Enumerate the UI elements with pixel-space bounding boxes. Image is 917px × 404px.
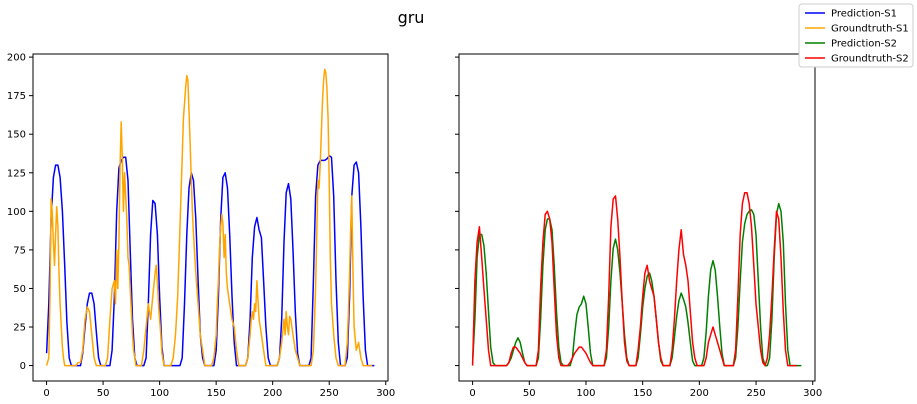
x-tick-label: 200 [690, 388, 709, 399]
x-tick-label: 150 [633, 388, 652, 399]
subplot-right-frame [458, 53, 816, 382]
figure-title: gru [398, 8, 425, 27]
x-tick-label: 300 [376, 388, 395, 399]
y-tick-label: 150 [7, 130, 26, 141]
legend-label-groundtruth-s2: Groundtruth-S2 [831, 54, 909, 65]
x-tick-label: 0 [469, 388, 475, 399]
y-tick-label: 200 [7, 53, 26, 64]
legend-box [798, 3, 914, 68]
y-tick-label: 75 [13, 245, 26, 256]
subplot-left-yaxis: 0 25 50 75 100 125 150 175 200 [7, 53, 33, 372]
y-tick-label: 175 [7, 91, 26, 102]
x-tick-label: 300 [803, 388, 822, 399]
subplot-right-xaxis: 0 50 100 150 200 250 300 [469, 381, 822, 399]
legend-label-prediction-s2: Prediction-S2 [831, 39, 897, 50]
x-tick-label: 0 [43, 388, 49, 399]
subplot-right-lines [471, 192, 802, 367]
series-line-groundtruth-s1 [45, 68, 373, 367]
x-tick-label: 50 [97, 388, 110, 399]
subplot-left: 0 50 100 150 200 250 300 0 25 50 75 100 125 150 175 20… [7, 53, 395, 399]
series-line-groundtruth-s2 [471, 192, 797, 367]
subplot-left-frame [32, 53, 389, 382]
subplot-left-lines [45, 68, 375, 367]
y-tick-label: 0 [20, 361, 26, 372]
subplot-right-yaxis [455, 56, 459, 367]
x-tick-label: 50 [523, 388, 536, 399]
legend: Prediction-S1 Groundtruth-S1 Prediction-S2… [798, 3, 914, 68]
y-tick-label: 25 [13, 323, 26, 334]
legend-label-groundtruth-s1: Groundtruth-S1 [831, 24, 909, 35]
x-tick-label: 250 [746, 388, 765, 399]
x-tick-label: 250 [320, 388, 339, 399]
legend-label-prediction-s1: Prediction-S1 [831, 9, 897, 20]
series-line-prediction-s1 [45, 155, 375, 367]
subplot-right: 0 50 100 150 200 250 300 [455, 53, 822, 399]
y-tick-label: 100 [7, 207, 26, 218]
y-tick-label: 50 [13, 284, 26, 295]
x-tick-label: 200 [263, 388, 282, 399]
x-tick-label: 100 [150, 388, 169, 399]
x-tick-label: 150 [207, 388, 226, 399]
subplot-left-xaxis: 0 50 100 150 200 250 300 [43, 381, 395, 399]
x-tick-label: 100 [576, 388, 595, 399]
y-tick-label: 125 [7, 168, 26, 179]
